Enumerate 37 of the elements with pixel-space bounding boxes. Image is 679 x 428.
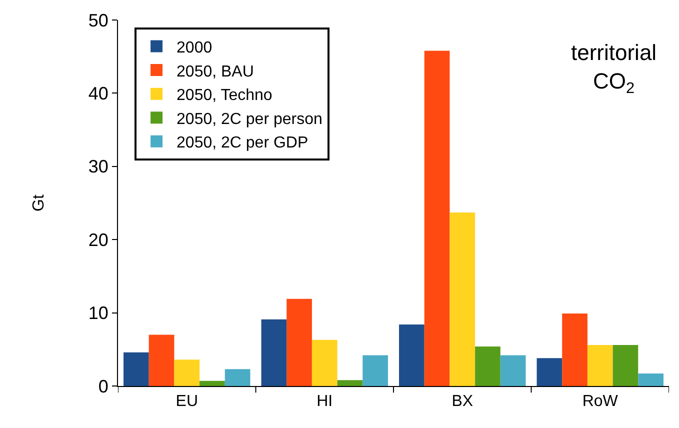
bar [261, 319, 287, 386]
bar [174, 360, 200, 386]
legend-label: 2000 [176, 39, 212, 56]
legend-label: 2050, BAU [176, 63, 254, 80]
x-tick-label: EU [176, 393, 198, 410]
bar [562, 314, 588, 386]
y-tick-label: 30 [88, 156, 108, 177]
bar [148, 334, 174, 386]
bar [362, 355, 388, 386]
bar [124, 352, 149, 386]
bar [286, 298, 312, 386]
bar [224, 369, 250, 386]
legend-label: 2050, Techno [176, 87, 272, 104]
bar [200, 380, 225, 386]
bar [312, 340, 338, 386]
x-tick-label: BX [452, 393, 474, 410]
annotation: territorial CO$_{2}$ [571, 40, 657, 98]
bar [612, 345, 638, 386]
y-tick-label: 20 [88, 230, 108, 250]
bar [399, 324, 424, 386]
y-axis-title: Gt [30, 194, 48, 212]
x-tick-label: HI [316, 393, 333, 410]
y-tick-label: 0 [98, 376, 108, 396]
y-tick-label: 10 [88, 303, 108, 324]
bar [638, 374, 664, 386]
y-tick-label: 40 [88, 84, 108, 104]
y-tick-label: 50 [88, 10, 108, 30]
bar [536, 358, 562, 386]
bar [500, 355, 526, 386]
bar [424, 50, 450, 386]
legend-label: 2050, 2C per person [176, 110, 322, 128]
bar [337, 380, 363, 386]
bar [475, 346, 500, 386]
bar [450, 212, 476, 386]
bar [587, 345, 613, 386]
x-tick-label: RoW [582, 393, 619, 410]
legend-label: 2050, 2C per GDP [176, 134, 308, 152]
